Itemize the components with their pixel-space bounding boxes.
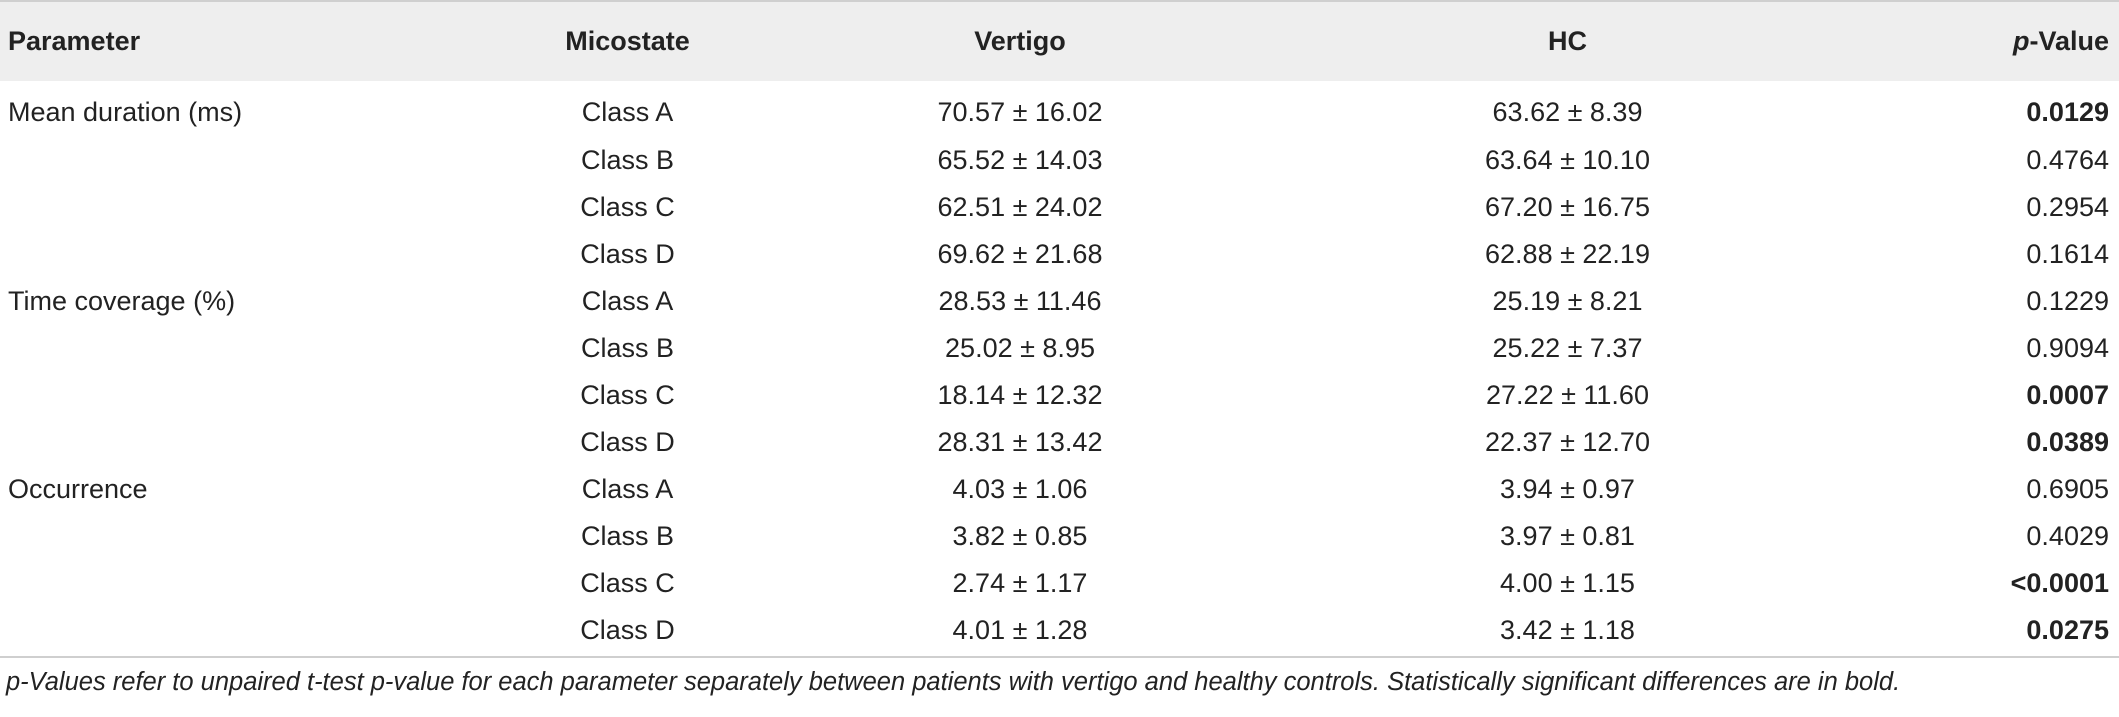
cell-vertigo: 25.02 ± 8.95	[945, 333, 1095, 363]
cell-parameter: Mean duration (ms)	[8, 96, 243, 127]
cell-hc: 63.64 ± 10.10	[1485, 145, 1650, 175]
cell-hc: 67.20 ± 16.75	[1485, 192, 1650, 222]
cell-vertigo: 3.82 ± 0.85	[952, 521, 1088, 551]
cell-parameter	[0, 607, 560, 654]
cell-vertigo: 4.01 ± 1.28	[952, 615, 1088, 645]
cell-p-value: 0.0007	[2026, 380, 2109, 410]
cell-microstate: Class B	[580, 145, 675, 175]
cell-microstate: Class A	[581, 474, 674, 504]
cell-hc: 62.88 ± 22.19	[1485, 239, 1650, 269]
cell-p-value: 0.9094	[2026, 333, 2109, 363]
cell-microstate: Class B	[580, 521, 675, 551]
cell-hc: 25.19 ± 8.21	[1492, 286, 1643, 316]
cell-p-value: 0.1614	[2026, 239, 2109, 269]
cell-microstate: Class A	[581, 286, 674, 316]
cell-hc: 27.22 ± 11.60	[1486, 380, 1649, 410]
cell-hc: 3.42 ± 1.18	[1500, 615, 1635, 645]
table-header: Parameter Micostate Vertigo HC p-Value	[0, 1, 2119, 81]
table-row: Class B 25.02 ± 8.95 25.22 ± 7.37 0.9094	[0, 325, 2119, 372]
bottom-rule	[0, 656, 2119, 658]
table-row: Class C 62.51 ± 24.02 67.20 ± 16.75 0.2954	[0, 184, 2119, 231]
header-p-value: p-Value	[1790, 1, 2119, 81]
cell-vertigo: 69.62 ± 21.68	[937, 239, 1103, 269]
cell-microstate: Class A	[581, 96, 674, 127]
header-hc: HC	[1548, 26, 1587, 56]
cell-parameter	[0, 419, 560, 466]
cell-vertigo: 18.14 ± 12.32	[937, 380, 1103, 410]
cell-microstate: Class B	[580, 333, 675, 363]
cell-microstate: Class C	[580, 192, 675, 222]
table-row: Class C 18.14 ± 12.32 27.22 ± 11.60 0.0007	[0, 372, 2119, 419]
cell-microstate: Class D	[580, 239, 675, 269]
cell-p-value: 0.4764	[2026, 145, 2109, 175]
cell-hc: 63.62 ± 8.39	[1492, 96, 1643, 127]
table-footnote: p-Values refer to unpaired t-test p-valu…	[6, 668, 1901, 696]
table-row: Occurrence Class A 4.03 ± 1.06 3.94 ± 0.97 0…	[0, 466, 2119, 513]
table-body: Mean duration (ms) Class A 70.57 ± 16.02 63…	[0, 81, 2119, 654]
cell-p-value: 0.2954	[2026, 192, 2109, 222]
cell-vertigo: 62.51 ± 24.02	[937, 192, 1103, 222]
cell-hc: 3.97 ± 0.81	[1500, 521, 1635, 551]
cell-p-value: 0.0129	[2026, 96, 2109, 127]
cell-vertigo: 28.31 ± 13.42	[937, 427, 1103, 457]
cell-vertigo: 70.57 ± 16.02	[937, 96, 1103, 127]
cell-p-value: 0.0389	[2026, 427, 2109, 457]
cell-hc: 3.94 ± 0.97	[1500, 474, 1635, 504]
cell-vertigo: 2.74 ± 1.17	[952, 568, 1088, 598]
table-row: Class C 2.74 ± 1.17 4.00 ± 1.15 <0.0001	[0, 560, 2119, 607]
results-table: Parameter Micostate Vertigo HC p-Value M…	[0, 1, 2119, 654]
cell-p-value: 0.0275	[2026, 615, 2109, 645]
table-row: Class B 3.82 ± 0.85 3.97 ± 0.81 0.4029	[0, 513, 2119, 560]
cell-parameter: Occurrence	[8, 474, 148, 504]
table-row: Mean duration (ms) Class A 70.57 ± 16.02 63…	[0, 81, 2119, 137]
cell-parameter	[0, 231, 560, 278]
cell-hc: 25.22 ± 7.37	[1492, 333, 1643, 363]
cell-p-value: 0.4029	[2026, 521, 2109, 551]
header-parameter: Parameter	[8, 26, 141, 56]
cell-p-value: 0.6905	[2026, 474, 2109, 504]
cell-microstate: Class C	[580, 568, 675, 598]
cell-hc: 22.37 ± 12.70	[1485, 427, 1650, 457]
header-vertigo: Vertigo	[974, 26, 1066, 56]
cell-hc: 4.00 ± 1.15	[1500, 568, 1635, 598]
table-row: Class D 4.01 ± 1.28 3.42 ± 1.18 0.0275	[0, 607, 2119, 654]
cell-parameter	[0, 560, 560, 607]
cell-microstate: Class D	[580, 615, 675, 645]
cell-p-value: 0.1229	[2026, 286, 2109, 316]
header-row: Parameter Micostate Vertigo HC p-Value	[0, 1, 2119, 81]
table-row: Class B 65.52 ± 14.03 63.64 ± 10.10 0.4764	[0, 137, 2119, 184]
cell-parameter	[0, 513, 560, 560]
cell-vertigo: 28.53 ± 11.46	[938, 286, 1102, 316]
cell-microstate: Class D	[580, 427, 675, 457]
cell-vertigo: 4.03 ± 1.06	[952, 474, 1088, 504]
table-row: Class D 69.62 ± 21.68 62.88 ± 22.19 0.1614	[0, 231, 2119, 278]
cell-parameter	[0, 184, 560, 231]
table-row: Time coverage (%) Class A 28.53 ± 11.46 25.…	[0, 278, 2119, 325]
cell-parameter	[0, 137, 560, 184]
cell-parameter	[0, 372, 560, 419]
cell-vertigo: 65.52 ± 14.03	[937, 145, 1103, 175]
cell-microstate: Class C	[580, 380, 675, 410]
cell-parameter: Time coverage (%)	[8, 286, 236, 316]
header-p-value-italic: p	[2012, 26, 2030, 56]
cell-parameter	[0, 325, 560, 372]
table-row: Class D 28.31 ± 13.42 22.37 ± 12.70 0.0389	[0, 419, 2119, 466]
header-microstate: Micostate	[565, 26, 690, 56]
cell-p-value: <0.0001	[2010, 568, 2109, 598]
header-p-value-suffix: -Value	[2029, 26, 2109, 56]
